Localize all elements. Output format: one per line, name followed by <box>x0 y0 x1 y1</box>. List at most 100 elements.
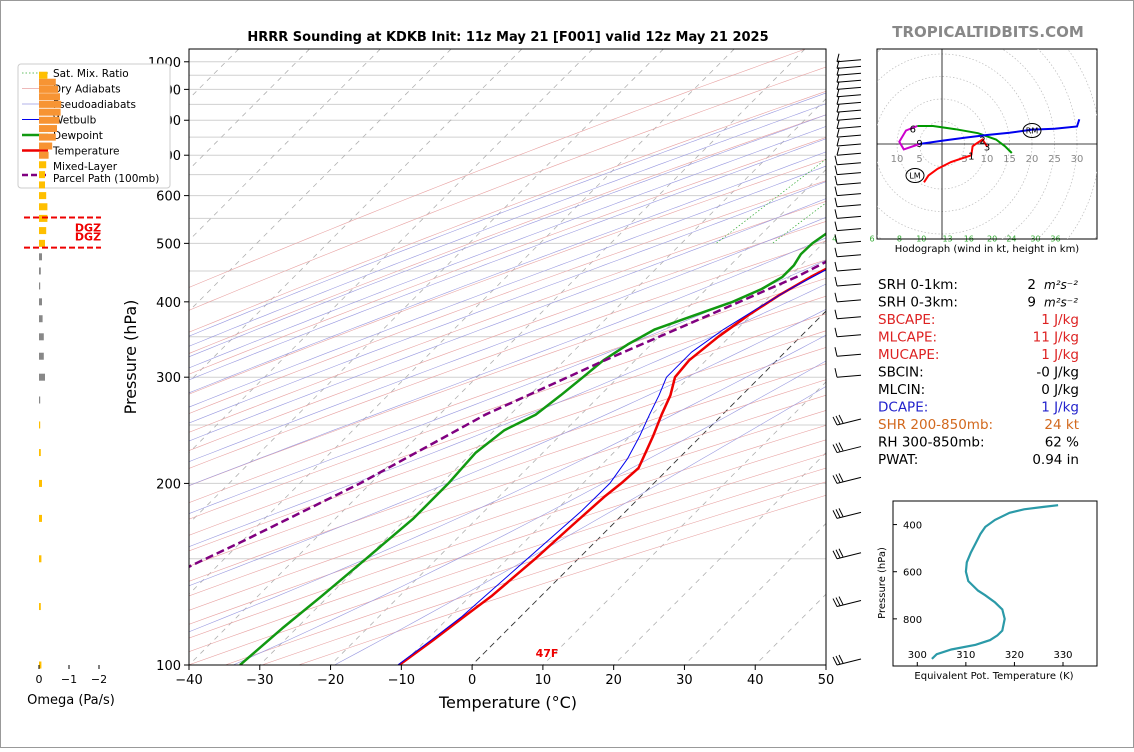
stat-value: 0.94 in <box>1032 452 1079 468</box>
moist-adiabat <box>189 259 826 514</box>
wind-barb <box>834 368 862 378</box>
wind-barb <box>836 81 862 90</box>
stat-unit: m²s⁻² <box>1044 278 1078 292</box>
theta-e-x-tick-label: 300 <box>908 650 927 661</box>
stat-value: 9 <box>1027 295 1036 311</box>
wind-barb <box>834 292 862 303</box>
y-tick-label: 200 <box>156 477 181 492</box>
omega-bar <box>39 71 48 79</box>
stat-value: 0 J/kg <box>1041 382 1079 398</box>
moist-adiabat <box>189 308 826 587</box>
theta-e-y-tick-label: 400 <box>903 521 922 532</box>
dry-adiabat <box>189 90 826 333</box>
moist-adiabat <box>189 92 826 337</box>
mixing-ratio-line <box>1009 49 1133 243</box>
mixed-layer-parcel-path-100mb--line <box>189 260 826 569</box>
wind-barb <box>836 104 862 113</box>
dry-adiabat <box>189 379 826 597</box>
mixing-ratio-line <box>1054 49 1134 243</box>
legend-label: Temperature <box>52 146 120 158</box>
x-tick-label: 30 <box>676 673 693 688</box>
omega-bar <box>39 192 47 200</box>
hodograph-height-label: 6 <box>910 124 916 135</box>
x-tick-label: 0 <box>468 673 476 688</box>
hodograph-segment <box>898 125 920 151</box>
wind-barb <box>834 309 862 320</box>
theta-e-frame <box>892 500 1098 667</box>
dry-adiabat <box>189 114 826 354</box>
moist-adiabat <box>233 360 826 665</box>
omega-bar <box>39 93 60 101</box>
omega-bar <box>39 661 42 669</box>
omega-tick-label: −2 <box>91 673 107 686</box>
moist-adiabat <box>189 237 826 486</box>
wind-barb <box>832 596 862 608</box>
x-tick-label: 10 <box>535 673 552 688</box>
dry-adiabat <box>261 481 826 665</box>
skewt-y-label: Pressure (hPa) <box>121 300 140 415</box>
hodograph-title: Hodograph (wind in kt, height in km) <box>895 244 1080 255</box>
legend-label: Mixed-Layer Parcel Path (100mb) <box>53 161 159 185</box>
wind-barb <box>832 654 862 666</box>
isotherm-line <box>471 310 826 665</box>
wind-barb <box>836 147 862 156</box>
omega-bar <box>39 282 41 290</box>
stat-value: 1 J/kg <box>1041 400 1079 416</box>
wind-barbs <box>832 53 862 666</box>
omega-bar <box>39 603 41 611</box>
omega-bar <box>39 315 43 323</box>
hodograph-ring-label: 5 <box>961 154 967 165</box>
theta-e-panel: 300 310 320 330 400 600 800 <box>893 504 1073 666</box>
legend-label: Pseudoadiabats <box>53 99 136 111</box>
omega-bar <box>39 267 41 275</box>
theta-e-x-tick-label: 320 <box>1005 650 1024 661</box>
omega-bar <box>39 421 41 429</box>
dry-adiabat <box>189 66 826 311</box>
wind-barb <box>834 209 862 219</box>
dry-adiabat <box>189 295 826 520</box>
theta-e-x-tick-label: 310 <box>956 650 975 661</box>
dry-adiabat <box>225 467 826 665</box>
stat-value: 2 <box>1027 277 1036 293</box>
omega-bar <box>39 171 45 179</box>
dry-adiabat <box>189 410 826 625</box>
moist-adiabat <box>189 138 826 381</box>
stat-label: SRH 0-1km: <box>878 277 958 293</box>
y-tick-label: 300 <box>156 371 181 386</box>
surface-temp-label: 47F <box>536 647 559 660</box>
dry-adiabat <box>189 159 826 395</box>
isotherm-line <box>259 98 826 665</box>
omega-bar <box>39 479 42 487</box>
stat-value: 1 J/kg <box>1041 312 1079 328</box>
wind-barb <box>836 129 862 138</box>
omega-bar <box>39 227 47 235</box>
wind-barb <box>836 88 862 98</box>
wind-barb <box>832 442 862 454</box>
wind-barb <box>832 473 862 484</box>
x-tick-label: −30 <box>246 673 273 688</box>
theta-e-plot-area <box>931 504 1059 660</box>
wind-barb <box>832 508 862 519</box>
hodograph-ring-label: 25 <box>1048 154 1061 165</box>
wind-barb <box>834 347 862 357</box>
omega-bar <box>39 108 61 116</box>
wind-barb <box>836 120 862 130</box>
theta-e-x-tick-label: 330 <box>1053 650 1072 661</box>
legend-label: Sat. Mix. Ratio <box>53 68 129 80</box>
moist-adiabat <box>189 165 826 408</box>
hodograph-height-label: 1 <box>968 151 974 162</box>
skewt-x-axis: −40 −30 −20 −10 0 10 20 30 40 50 <box>175 665 834 688</box>
omega-bar <box>39 253 42 261</box>
moist-adiabat <box>189 334 826 633</box>
hodograph-ring-label: 10 <box>981 154 994 165</box>
stat-unit: m²s⁻² <box>1044 296 1078 310</box>
legend-label: Wetbulb <box>53 115 97 127</box>
wind-barb <box>836 137 862 147</box>
wind-barb <box>834 247 862 258</box>
y-tick-label: 100 <box>156 659 181 674</box>
x-tick-label: 40 <box>747 673 764 688</box>
omega-tick-label: 0 <box>36 673 43 686</box>
hodograph-segment <box>923 154 972 183</box>
